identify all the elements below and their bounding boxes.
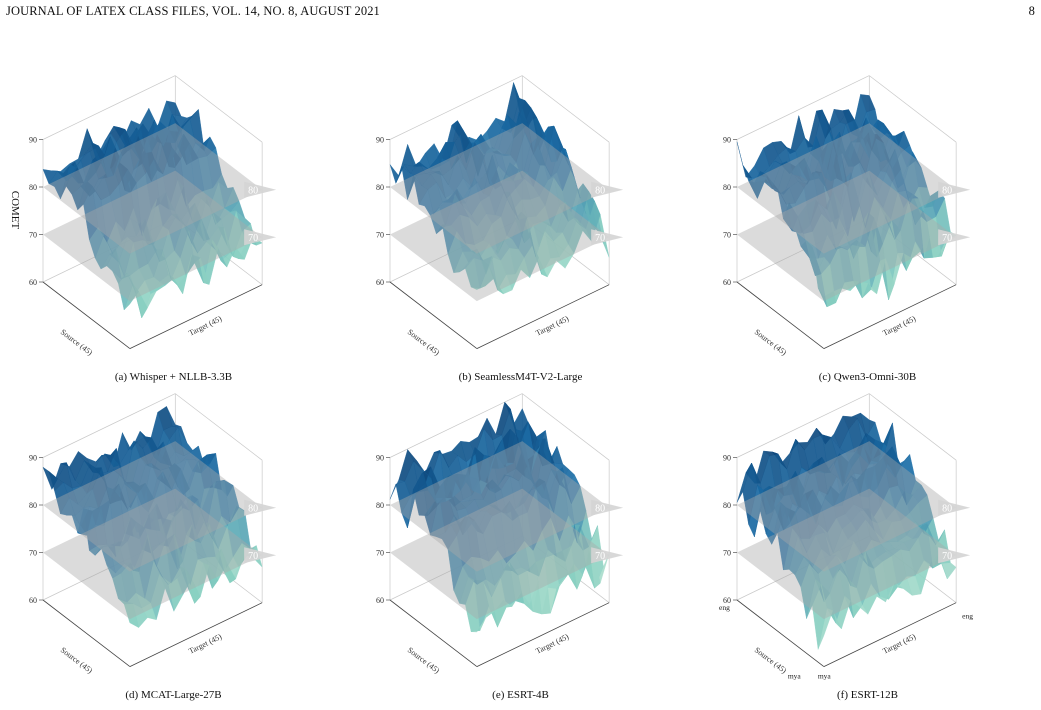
page-header: JOURNAL OF LATEX CLASS FILES, VOL. 14, N…	[6, 4, 1035, 20]
z-tick-label: 90	[723, 454, 731, 463]
panel-caption: (b) SeamlessM4T-V2-Large	[458, 371, 583, 383]
z-axis-label: COMET	[9, 191, 21, 230]
z-tick-label: 70	[723, 549, 731, 558]
z-tick-label: 80	[29, 183, 37, 192]
z-tick-label: 80	[723, 501, 731, 510]
z-tick-label: 60	[376, 596, 384, 605]
z-tick-label: 60	[723, 596, 731, 605]
z-tick-label: 70	[723, 231, 731, 240]
plane-label: 80	[595, 186, 605, 197]
threshold-plane: 80	[390, 123, 624, 254]
z-tick-label: 60	[29, 596, 37, 605]
surface-panel-c: 60 70 80 90 Source (45) Target (45) 70 80 (c) Q…	[694, 44, 1041, 384]
threshold-plane: 70	[390, 170, 624, 302]
threshold-plane: 80	[737, 123, 971, 254]
z-tick-label: 70	[29, 231, 37, 240]
surface-mesh	[736, 93, 957, 308]
corner-language-label: mya	[788, 672, 802, 681]
z-tick-label: 80	[376, 501, 384, 510]
panel-caption: (d) MCAT-Large-27B	[125, 689, 222, 701]
z-tick-label: 60	[29, 278, 37, 287]
surface-mesh	[389, 401, 610, 633]
threshold-plane: 80	[43, 123, 277, 254]
z-tick-label: 90	[29, 454, 37, 463]
plane-label: 70	[595, 233, 605, 244]
surface-mesh	[42, 406, 263, 629]
plane-label: 80	[942, 186, 952, 197]
corner-language-label: eng	[719, 603, 730, 612]
surface-chart-d: 60 70 80 90 Source (45) Target (45) 70 80	[29, 393, 277, 675]
threshold-plane: 80	[737, 441, 971, 572]
y-axis-label: Target (45)	[534, 632, 570, 656]
surface-panel-f: 60 70 80 90 Source (45) Target (45) eng eng mya m…	[694, 362, 1041, 702]
z-tick-label: 90	[376, 136, 384, 145]
surface-mesh	[389, 81, 610, 295]
surface-chart-f: 60 70 80 90 Source (45) Target (45) eng eng mya m…	[719, 393, 973, 681]
panel-caption: (a) Whisper + NLLB-3.3B	[114, 371, 233, 383]
surface-panel-e: 60 70 80 90 Source (45) Target (45) 70 80 (e) E…	[347, 362, 694, 702]
threshold-plane: 80	[390, 441, 624, 572]
surface-mesh	[42, 100, 263, 319]
page-number: 8	[1028, 4, 1035, 18]
z-tick-label: 90	[376, 454, 384, 463]
threshold-plane: 70	[737, 488, 971, 620]
surface-panel-b: 60 70 80 90 Source (45) Target (45) 70 80 (b) S…	[347, 44, 694, 384]
z-tick-label: 80	[29, 501, 37, 510]
corner-language-label: mya	[818, 672, 832, 681]
surface-chart-a: 60 70 80 90 COMET Source (45) Target (45) 70 80	[9, 75, 277, 357]
z-tick-label: 70	[29, 549, 37, 558]
plane-label: 70	[942, 551, 952, 562]
y-axis-label: Target (45)	[187, 632, 223, 656]
plane-label: 70	[248, 233, 258, 244]
x-axis-label: Source (45)	[406, 327, 442, 357]
threshold-plane: 70	[737, 170, 971, 302]
z-tick-label: 70	[376, 231, 384, 240]
plane-label: 80	[248, 186, 258, 197]
y-axis-label: Target (45)	[881, 632, 917, 656]
y-axis-label: Target (45)	[534, 314, 570, 338]
plane-label: 70	[248, 551, 258, 562]
panel-caption: (f) ESRT-12B	[837, 689, 898, 701]
surface-chart-e: 60 70 80 90 Source (45) Target (45) 70 80	[376, 393, 624, 675]
z-tick-label: 90	[723, 136, 731, 145]
surface-chart-c: 60 70 80 90 Source (45) Target (45) 70 80	[723, 75, 971, 357]
threshold-plane: 70	[390, 488, 624, 620]
x-axis-label: Source (45)	[753, 645, 789, 675]
x-axis-label: Source (45)	[406, 645, 442, 675]
x-axis-label: Source (45)	[59, 327, 95, 357]
plane-label: 70	[942, 233, 952, 244]
plane-label: 80	[595, 504, 605, 515]
panel-caption: (e) ESRT-4B	[492, 689, 549, 701]
plane-label: 80	[248, 504, 258, 515]
panel-caption: (c) Qwen3-Omni-30B	[818, 371, 917, 383]
plane-label: 70	[595, 551, 605, 562]
surface-mesh	[736, 412, 957, 650]
z-tick-label: 60	[376, 278, 384, 287]
z-tick-label: 80	[376, 183, 384, 192]
plane-label: 80	[942, 504, 952, 515]
corner-language-label: eng	[962, 612, 973, 621]
y-axis-label: Target (45)	[881, 314, 917, 338]
z-tick-label: 90	[29, 136, 37, 145]
x-axis-label: Source (45)	[753, 327, 789, 357]
threshold-plane: 80	[43, 441, 277, 572]
threshold-plane: 70	[43, 488, 277, 620]
z-tick-label: 80	[723, 183, 731, 192]
z-tick-label: 60	[723, 278, 731, 287]
surface-panel-a: 60 70 80 90 COMET Source (45) Target (45) 70 80 …	[0, 44, 347, 384]
y-axis-label: Target (45)	[187, 314, 223, 338]
threshold-plane: 70	[43, 170, 277, 302]
x-axis-label: Source (45)	[59, 645, 95, 675]
z-tick-label: 70	[376, 549, 384, 558]
surface-chart-b: 60 70 80 90 Source (45) Target (45) 70 80	[376, 75, 624, 357]
surface-panel-d: 60 70 80 90 Source (45) Target (45) 70 80 (d) M…	[0, 362, 347, 702]
journal-header: JOURNAL OF LATEX CLASS FILES, VOL. 14, N…	[6, 4, 380, 18]
